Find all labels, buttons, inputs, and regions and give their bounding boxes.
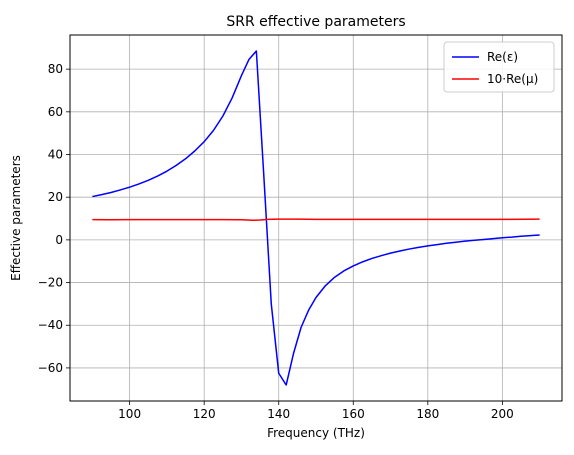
ticks: 100 120 140 160 180 200 −60 −40 −20 0 20 40 60 80 — [38, 62, 514, 421]
x-tick-label: 100 — [118, 407, 141, 421]
legend-label-1: 10·Re(μ) — [487, 72, 538, 86]
legend: Re(ε) 10·Re(μ) — [443, 41, 555, 93]
x-tick-label: 200 — [491, 407, 514, 421]
y-tick-label: −40 — [38, 318, 63, 332]
x-tick-label: 120 — [193, 407, 216, 421]
y-tick-label: −20 — [38, 276, 63, 290]
series-line-0 — [92, 50, 540, 386]
y-tick-label: 0 — [55, 233, 63, 247]
y-tick-label: −60 — [38, 361, 63, 375]
x-axis-label: Frequency (THz) — [267, 426, 365, 440]
y-tick-label: 40 — [48, 148, 63, 162]
x-tick-label: 160 — [342, 407, 365, 421]
legend-label-0: Re(ε) — [487, 50, 518, 64]
x-tick-label: 180 — [416, 407, 439, 421]
y-tick-label: 60 — [48, 105, 63, 119]
chart-title: SRR effective parameters — [226, 14, 405, 30]
series-line-1 — [92, 218, 540, 221]
y-axis-label: Effective parameters — [9, 155, 23, 281]
y-tick-label: 20 — [48, 190, 63, 204]
series-layer — [92, 50, 540, 386]
x-tick-label: 140 — [267, 407, 290, 421]
axes-frame — [69, 34, 563, 402]
y-tick-label: 80 — [48, 62, 63, 76]
